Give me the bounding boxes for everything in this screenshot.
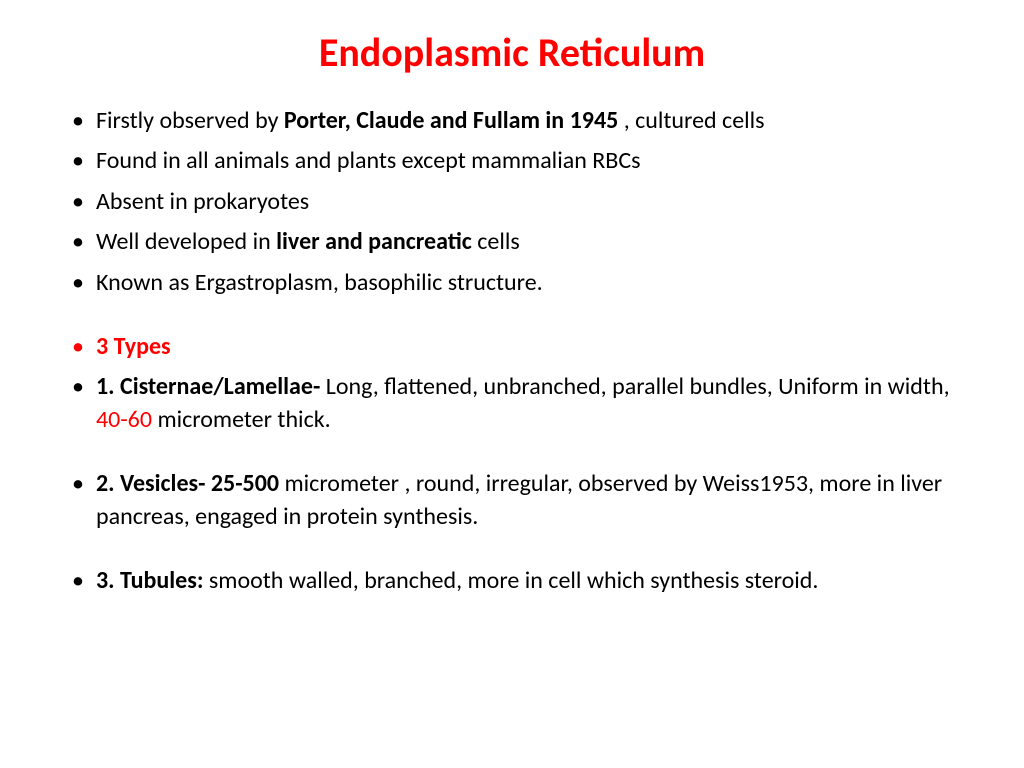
bullet-8-vesicles: 2. Vesicles- 25-500 micrometer , round, … [60, 468, 964, 533]
text: , cultured cells [624, 106, 765, 135]
text-bold-red: 3 Types [96, 332, 171, 361]
spacer [60, 307, 964, 331]
bullet-4: Well developed in liver and pancreatic c… [60, 226, 964, 258]
bullet-6-types-header: 3 Types [60, 331, 964, 363]
text: Well developed in [96, 227, 276, 256]
text-bold: 1. Cisternae/Lamellae- [96, 372, 326, 401]
bullet-7-cisternae: 1. Cisternae/Lamellae- Long, flattened, … [60, 371, 964, 436]
text: cells [477, 227, 520, 256]
slide-title: Endoplasmic Reticulum [60, 28, 964, 77]
spacer [60, 541, 964, 565]
slide-container: Endoplasmic Reticulum Firstly observed b… [0, 0, 1024, 768]
text: smooth walled, branched, more in cell wh… [209, 566, 819, 595]
text-bold: 2. Vesicles- 25-500 [96, 469, 284, 498]
bullet-list: Firstly observed by Porter, Claude and F… [60, 105, 964, 597]
bullet-2: Found in all animals and plants except m… [60, 145, 964, 177]
text-bold: liver and pancreatic [276, 227, 477, 256]
bullet-9-tubules: 3. Tubules: smooth walled, branched, mor… [60, 565, 964, 597]
bullet-1: Firstly observed by Porter, Claude and F… [60, 105, 964, 137]
text-bold: Porter, Claude and Fullam in 1945 [284, 106, 624, 135]
text: micrometer thick. [152, 405, 331, 434]
text: Known as Ergastroplasm, basophilic struc… [96, 268, 543, 297]
text-bold: 3. Tubules: [96, 566, 209, 595]
spacer [60, 444, 964, 468]
text: Long, flattened, unbranched, parallel bu… [326, 372, 950, 401]
text: Firstly observed by [96, 106, 284, 135]
text-red: 40-60 [96, 405, 152, 434]
bullet-5: Known as Ergastroplasm, basophilic struc… [60, 267, 964, 299]
text: Absent in prokaryotes [96, 187, 309, 216]
text: Found in all animals and plants except m… [96, 146, 641, 175]
bullet-3: Absent in prokaryotes [60, 186, 964, 218]
